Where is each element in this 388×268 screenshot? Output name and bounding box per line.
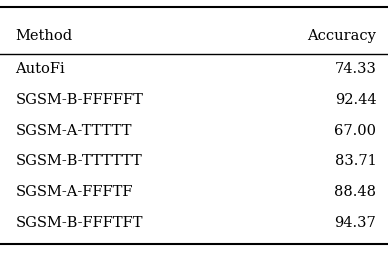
Text: 94.37: 94.37 — [334, 216, 376, 230]
Text: AutoFi: AutoFi — [16, 62, 65, 76]
Text: 92.44: 92.44 — [335, 93, 376, 107]
Text: SGSM-A-TTTTT: SGSM-A-TTTTT — [16, 124, 132, 138]
Text: Accuracy: Accuracy — [307, 29, 376, 43]
Text: SGSM-A-FFFTF: SGSM-A-FFFTF — [16, 185, 133, 199]
Text: 88.48: 88.48 — [334, 185, 376, 199]
Text: 74.33: 74.33 — [334, 62, 376, 76]
Text: SGSM-B-TTTTTT: SGSM-B-TTTTTT — [16, 154, 142, 169]
Text: SGSM-B-FFFTFT: SGSM-B-FFFTFT — [16, 216, 143, 230]
Text: Method: Method — [16, 29, 73, 43]
Text: 67.00: 67.00 — [334, 124, 376, 138]
Text: SGSM-B-FFFFFT: SGSM-B-FFFFFT — [16, 93, 144, 107]
Text: 83.71: 83.71 — [334, 154, 376, 169]
